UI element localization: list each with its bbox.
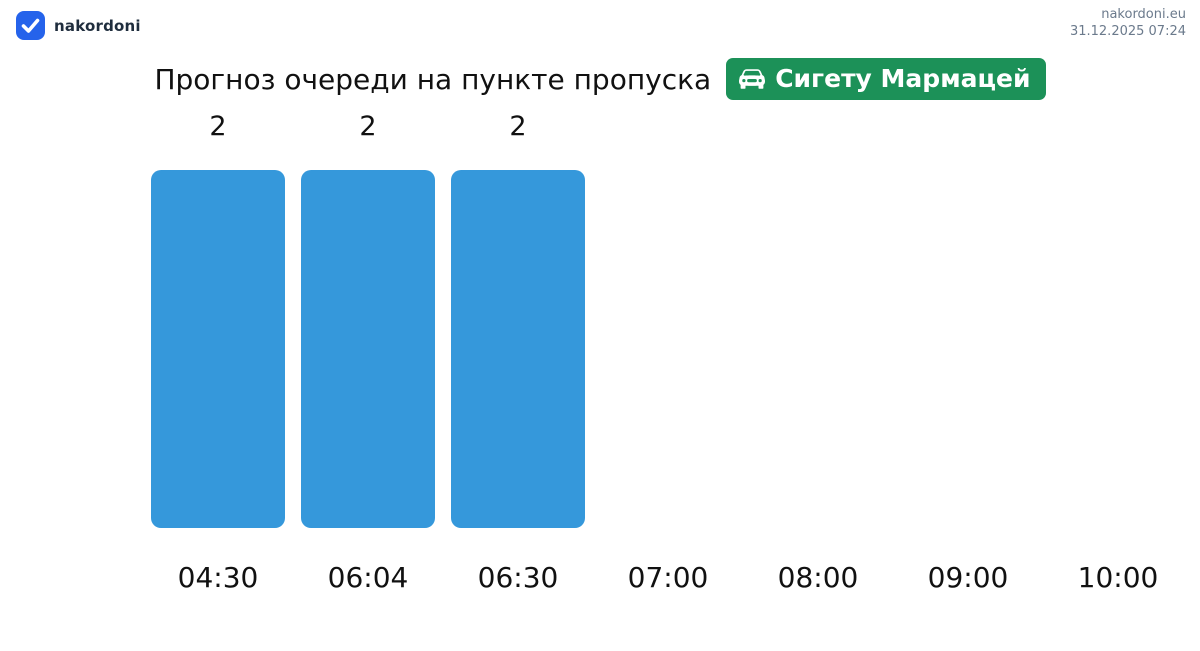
checkpoint-name: Сигету Мармацей — [775, 64, 1031, 93]
site-url: nakordoni.eu — [1101, 7, 1186, 22]
chart-column: 08:00 — [743, 170, 893, 594]
queue-bar-06:30[interactable] — [451, 170, 585, 528]
queue-bar-06:04[interactable] — [301, 170, 435, 528]
site-info: nakordoni.eu 31.12.2025 07:24 — [1070, 6, 1186, 40]
bar-area: 2 — [143, 113, 293, 528]
checkpoint-badge[interactable]: Сигету Мармацей — [726, 58, 1046, 100]
queue-forecast-chart: 2 04:30 2 06:04 2 06:30 07:00 08:00 09:00 10:00 — [143, 113, 1193, 594]
bar-area: 2 — [443, 113, 593, 528]
car-front-icon — [739, 66, 766, 92]
bar-area — [893, 170, 1043, 528]
x-tick-label: 06:04 — [327, 561, 409, 594]
x-tick-label: 06:30 — [477, 561, 559, 594]
title-row: Прогноз очереди на пункте пропуска Сигет… — [0, 58, 1200, 100]
x-tick-label: 07:00 — [627, 561, 709, 594]
queue-bar-04:30[interactable] — [151, 170, 285, 528]
x-tick-label: 04:30 — [177, 561, 259, 594]
bar-area — [593, 170, 743, 528]
chart-column: 07:00 — [593, 170, 743, 594]
bar-value-label: 2 — [509, 111, 527, 142]
bar-area: 2 — [293, 113, 443, 528]
chart-column: 09:00 — [893, 170, 1043, 594]
bar-value-label: 2 — [209, 111, 227, 142]
x-tick-label: 10:00 — [1077, 561, 1159, 594]
chart-column: 2 06:30 — [443, 113, 593, 594]
page-title: Прогноз очереди на пункте пропуска — [154, 62, 712, 96]
brand-name: nakordoni — [54, 16, 141, 35]
bar-area — [743, 170, 893, 528]
x-tick-label: 09:00 — [927, 561, 1009, 594]
forecast-timestamp: 31.12.2025 07:24 — [1069, 24, 1186, 39]
chart-column: 2 04:30 — [143, 113, 293, 594]
brand-link[interactable]: nakordoni — [16, 11, 141, 40]
bar-value-label: 2 — [359, 111, 377, 142]
x-tick-label: 08:00 — [777, 561, 859, 594]
chart-column: 10:00 — [1043, 170, 1193, 594]
bar-area — [1043, 170, 1193, 528]
chart-column: 2 06:04 — [293, 113, 443, 594]
check-icon — [16, 11, 45, 40]
